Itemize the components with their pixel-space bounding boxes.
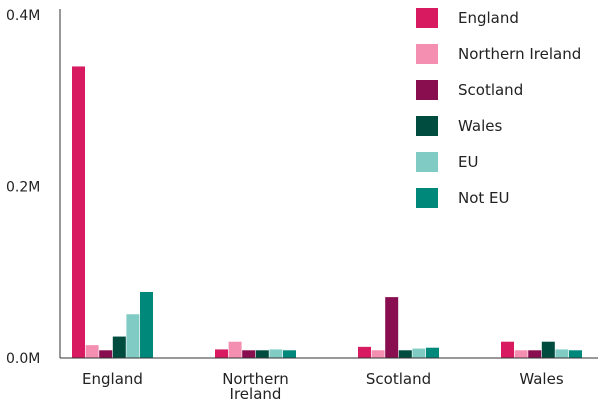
bar-group [72, 66, 153, 358]
bar-group [501, 341, 582, 358]
bar [269, 349, 283, 358]
legend-label: Not EU [458, 189, 510, 207]
bar [112, 336, 126, 358]
legend: England Northern Ireland Scotland Wales EU No… [416, 8, 581, 208]
bar [126, 314, 140, 358]
bar-group [215, 341, 296, 358]
bar [228, 341, 242, 358]
bar [215, 349, 228, 358]
bar [242, 350, 256, 358]
bar [426, 347, 439, 358]
x-tick-label: Northern [222, 370, 289, 388]
bar [528, 350, 542, 358]
legend-label: Scotland [458, 81, 523, 99]
bar [255, 350, 269, 358]
legend-swatch [416, 44, 438, 64]
legend-swatch [416, 80, 438, 100]
bar [514, 350, 528, 358]
bar [555, 349, 569, 358]
x-tick-label: Ireland [230, 385, 282, 400]
bar [398, 350, 412, 358]
bar [85, 345, 99, 358]
bar-group [358, 297, 439, 358]
legend-swatch [416, 152, 438, 172]
x-tick-label: Wales [519, 370, 563, 388]
bars [72, 66, 582, 358]
legend-swatch [416, 116, 438, 136]
legend-label: EU [458, 153, 478, 171]
legend-label: Northern Ireland [458, 45, 581, 63]
y-tick-label: 0.0M [6, 351, 40, 367]
y-axis: 0.0M 0.2M 0.4M [6, 8, 61, 367]
bar [358, 346, 371, 358]
legend-label: England [458, 9, 519, 27]
x-tick-label: England [82, 370, 143, 388]
bar [412, 348, 426, 358]
bar [501, 341, 514, 358]
bar [541, 341, 555, 358]
bar [371, 350, 385, 358]
legend-swatch [416, 188, 438, 208]
legend-label: Wales [458, 117, 502, 135]
bar [140, 291, 153, 358]
bar [385, 297, 399, 358]
bar [99, 350, 113, 358]
y-tick-label: 0.2M [6, 180, 40, 196]
bar [569, 350, 582, 358]
y-tick-label: 0.4M [6, 8, 40, 24]
legend-swatch [416, 8, 438, 28]
x-tick-label: Scotland [366, 370, 431, 388]
bar [72, 66, 85, 358]
bar [283, 350, 296, 358]
